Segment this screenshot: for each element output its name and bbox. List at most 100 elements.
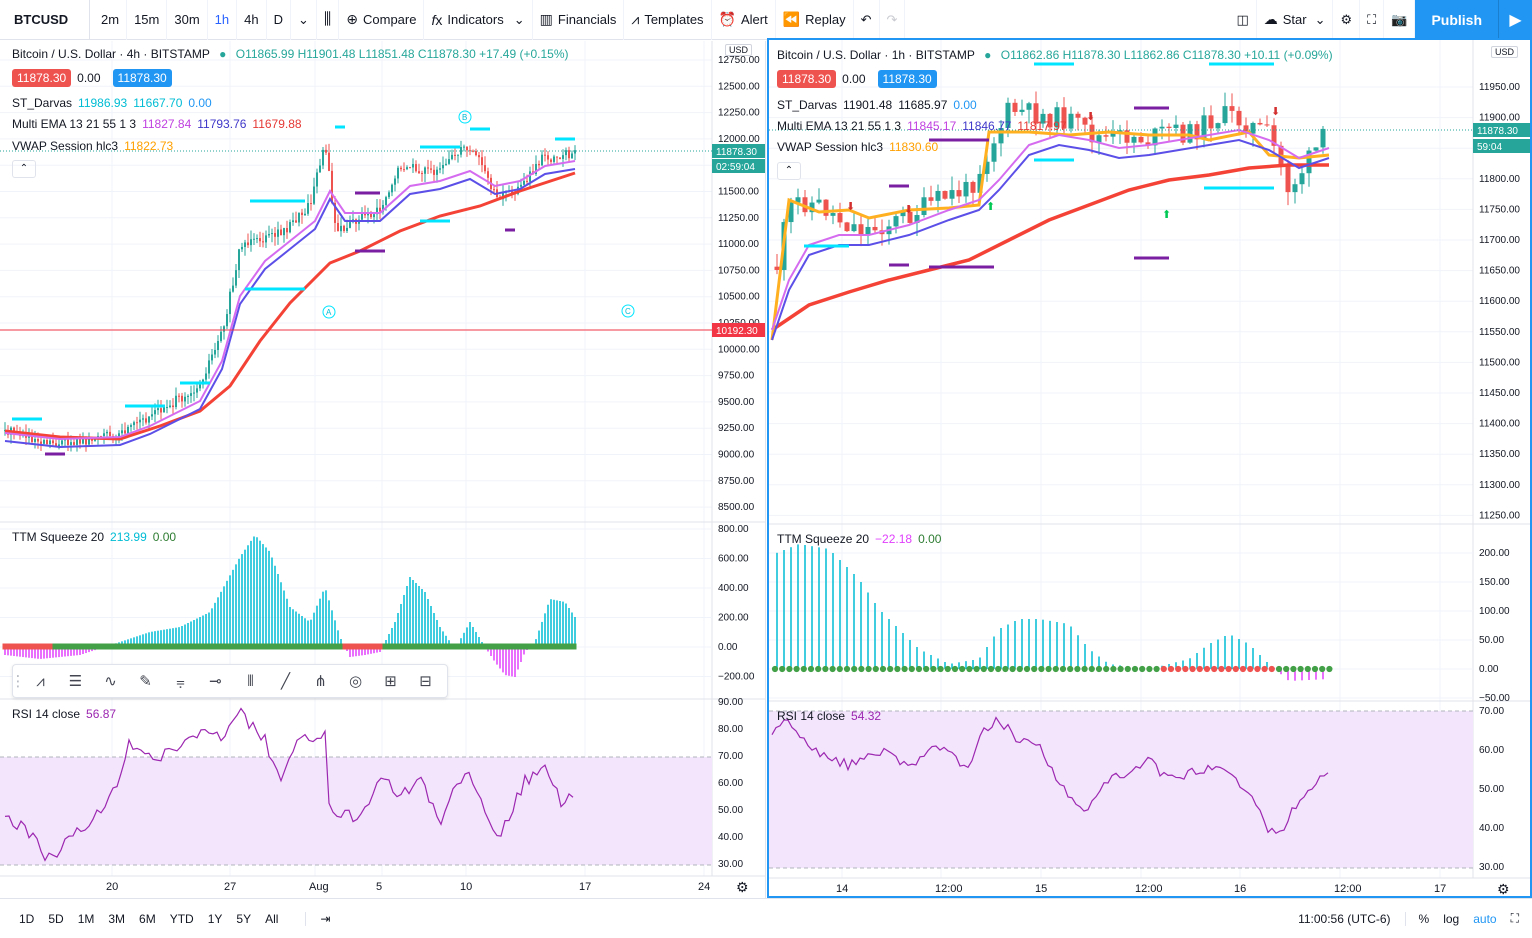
alert-button[interactable]: ⏰ Alert [712, 0, 776, 40]
candle-body [544, 154, 546, 156]
replay-button[interactable]: ⏪ Replay [776, 0, 854, 40]
templates-button[interactable]: ⩘ Templates [624, 0, 712, 40]
time-axis-label: 20 [106, 881, 118, 893]
right-currency-label[interactable]: USD [1491, 46, 1519, 58]
range-3M[interactable]: 3M [108, 911, 126, 926]
brush-icon[interactable]: ✎ [139, 673, 152, 690]
left-chart[interactable]: 12750.0012500.0012250.0012000.0011750.00… [0, 41, 766, 898]
clock-time[interactable]: 11:00:56 (UTC-6) [1291, 911, 1406, 926]
interval-15m[interactable]: 15m [127, 0, 168, 40]
layout-button[interactable]: ◫ [1229, 0, 1257, 40]
auto-toggle[interactable]: auto [1473, 911, 1497, 926]
squeeze-dot [966, 665, 973, 673]
right-darvas-legend[interactable]: ST_Darvas 11901.48 11685.97 0.00 [777, 98, 983, 112]
spiral-icon[interactable]: ◎ [348, 673, 363, 690]
candle-body [394, 178, 396, 185]
right-ttm-legend[interactable]: TTM Squeeze 20 −22.18 0.00 [777, 532, 947, 546]
range-5D[interactable]: 5D [48, 911, 64, 926]
range-5Y[interactable]: 5Y [236, 911, 252, 926]
collapse-legend-button[interactable]: ⌃ [12, 160, 36, 178]
date-range-icon[interactable]: ⊞ [384, 673, 397, 690]
right-ema-legend[interactable]: Multi EMA 13 21 55 1 3 11845.17 11846.77 11… [777, 119, 1073, 133]
pitchfork-icon[interactable]: ⋔ [314, 673, 327, 690]
left-currency-label[interactable]: USD [725, 44, 753, 56]
time-axis-label: 17 [1434, 883, 1446, 895]
financials-button[interactable]: ▥ Financials [533, 0, 625, 40]
right-chart[interactable]: 11950.0011900.0011850.0011800.0011750.00… [767, 38, 1532, 898]
candle-body [325, 149, 327, 153]
indicator-name: VWAP Session hlc3 [12, 139, 119, 153]
ttm-axis-label: 0.00 [718, 642, 738, 653]
fib-icon[interactable]: ⩦ [176, 672, 185, 690]
candle-body [322, 149, 324, 166]
drag-handle-icon[interactable]: ⋮ [10, 673, 26, 690]
range-1Y[interactable]: 1Y [207, 911, 223, 926]
elliott-wave-icon[interactable]: ∿ [104, 673, 117, 690]
interval-4h[interactable]: 4h [237, 0, 267, 40]
candle-body [13, 427, 15, 433]
settings-button[interactable]: ⚙ [1333, 0, 1361, 40]
vertical-lines-icon[interactable]: ⫴ [247, 672, 254, 690]
percent-toggle[interactable]: % [1418, 911, 1430, 926]
trend-line-icon[interactable]: ╱ [280, 673, 291, 690]
interval-1h[interactable]: 1h [208, 0, 238, 40]
candle-body [46, 439, 48, 445]
ttm-axis-label: 600.00 [718, 554, 749, 565]
star-button[interactable]: ☁ Star ⌄ [1257, 0, 1334, 40]
fullscreen-button[interactable]: ⛶ [1360, 0, 1385, 40]
price-axis-label: 11600.00 [1479, 296, 1520, 307]
compare-button[interactable]: ⊕ Compare [339, 0, 425, 40]
play-button[interactable]: ▶ [1498, 0, 1532, 40]
left-darvas-legend[interactable]: ST_Darvas 11986.93 11667.70 0.00 [12, 96, 218, 110]
indicators-button[interactable]: fx Indicators ⌄ [424, 0, 533, 40]
candle-body [310, 203, 312, 205]
left-chart-canvas[interactable]: 12750.0012500.0012250.0012000.0011750.00… [0, 41, 766, 898]
collapse-legend-button[interactable]: ⌃ [777, 162, 801, 180]
ask-badge[interactable]: 11878.30 [112, 69, 172, 87]
ask-badge[interactable]: 11878.30 [877, 70, 937, 88]
range-6M[interactable]: 6M [139, 911, 156, 926]
range-YTD[interactable]: YTD [169, 911, 194, 926]
range-1M[interactable]: 1M [77, 911, 95, 926]
interval-D[interactable]: D [267, 0, 291, 40]
left-ttm-legend[interactable]: TTM Squeeze 20 213.99 0.00 [12, 530, 182, 544]
squeeze-dot [1225, 665, 1232, 673]
candle-body [223, 326, 225, 332]
candle-body [199, 384, 201, 389]
bid-badge[interactable]: 11878.30 [12, 69, 72, 87]
right-vwap-legend[interactable]: VWAP Session hlc3 11830.60 [777, 140, 944, 154]
left-vwap-legend[interactable]: VWAP Session hlc3 11822.73 [12, 139, 179, 153]
bid-badge[interactable]: 11878.30 [777, 70, 837, 88]
candle-body [984, 161, 990, 174]
candle-body [217, 340, 219, 350]
left-ema-legend[interactable]: Multi EMA 13 21 55 1 3 11827.84 11793.76 11… [12, 117, 308, 131]
right-rsi-legend[interactable]: RSI 14 close 54.32 [777, 709, 887, 723]
time-axis-label: 12:00 [1135, 883, 1163, 895]
range-1D[interactable]: 1D [19, 911, 35, 926]
candle-body [139, 419, 141, 423]
undo-button[interactable]: ↶ [854, 0, 880, 40]
log-toggle[interactable]: log [1443, 911, 1460, 926]
squeeze-dot [937, 665, 944, 673]
candle-body [73, 442, 75, 445]
candle-body [268, 233, 270, 236]
interval-dropdown[interactable]: ⌄ [291, 0, 317, 40]
expand-icon[interactable]: ⛶ [1510, 911, 1519, 925]
abcd-pattern-icon[interactable]: ⩘ [36, 672, 45, 690]
squeeze-dot [901, 665, 908, 673]
right-chart-canvas[interactable]: 11950.0011900.0011850.0011800.0011750.00… [769, 40, 1530, 896]
chart-type-button[interactable]: ⫼ [317, 0, 340, 40]
interval-30m[interactable]: 30m [167, 0, 208, 40]
lines-icon[interactable]: ☰ [68, 673, 83, 690]
publish-button[interactable]: Publish [1415, 0, 1498, 40]
goto-date-icon[interactable]: ⇥ [305, 911, 337, 926]
redo-button[interactable]: ↷ [880, 0, 906, 40]
range-All[interactable]: All [265, 911, 279, 926]
price-axis-label: 11500.00 [1479, 357, 1520, 368]
interval-2m[interactable]: 2m [94, 0, 128, 40]
settings-sliders-icon[interactable]: ⊟ [419, 673, 432, 690]
snapshot-button[interactable]: 📷 [1384, 0, 1416, 40]
symbol-search[interactable]: BTCUSD [0, 0, 90, 40]
left-rsi-legend[interactable]: RSI 14 close 56.87 [12, 707, 122, 721]
horizontal-ray-icon[interactable]: ⊸ [209, 673, 222, 690]
